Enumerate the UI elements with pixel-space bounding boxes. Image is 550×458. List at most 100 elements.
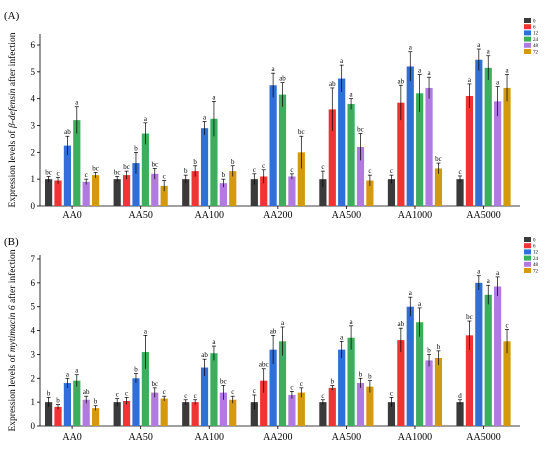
significance-letter: a <box>350 91 354 99</box>
legend-label: 6 <box>533 245 536 250</box>
significance-letter: bc <box>45 168 52 176</box>
significance-letter: c <box>368 167 371 175</box>
significance-letter: a <box>409 44 413 52</box>
legend-label: 0 <box>533 19 536 24</box>
y-tick-label: 7 <box>31 254 36 264</box>
significance-letter: a <box>487 277 491 285</box>
significance-letter: c <box>231 388 234 396</box>
bar <box>366 386 374 426</box>
legend-swatch <box>524 261 531 267</box>
significance-letter: b <box>56 397 60 405</box>
y-tick-label: 4 <box>31 326 36 336</box>
bar <box>406 66 414 206</box>
bar <box>338 349 346 426</box>
significance-letter: a <box>496 79 500 87</box>
significance-letter: c <box>184 392 187 400</box>
significance-letter: a <box>212 93 216 101</box>
legend-swatch <box>524 36 531 42</box>
bar <box>465 95 474 206</box>
bar <box>45 179 53 206</box>
significance-letter: ab <box>279 75 286 83</box>
significance-letter: a <box>281 319 285 327</box>
legend-label: 12 <box>533 32 539 37</box>
y-tick-label: 3 <box>31 121 36 131</box>
bar <box>347 337 355 426</box>
bar <box>406 306 414 426</box>
significance-letter: bc <box>298 128 305 136</box>
bar <box>328 109 336 206</box>
bar <box>141 133 149 206</box>
significance-letter: b <box>231 158 235 166</box>
y-tick-label: 6 <box>31 278 36 288</box>
bar <box>219 183 227 206</box>
bar <box>475 282 483 426</box>
panel-label: (B) <box>4 236 19 248</box>
significance-letter: c <box>458 168 461 176</box>
bar <box>132 163 140 206</box>
bar <box>210 118 218 206</box>
bar <box>122 175 131 206</box>
bar <box>278 341 287 426</box>
bar <box>297 152 305 206</box>
significance-letter: a <box>496 269 500 277</box>
significance-letter: c <box>321 392 324 400</box>
significance-letter: a <box>144 327 148 335</box>
significance-letter: ab <box>398 77 405 85</box>
significance-letter: c <box>56 169 59 177</box>
y-tick-label: 5 <box>31 67 36 77</box>
significance-letter: b <box>359 370 363 378</box>
significance-letter: a <box>477 268 481 276</box>
significance-letter: c <box>194 392 197 400</box>
bar <box>219 392 227 426</box>
y-axis-label-part: after infection <box>7 249 18 305</box>
bar <box>347 104 355 206</box>
significance-letter: a <box>418 67 422 75</box>
significance-letter: bc <box>151 160 158 168</box>
bar <box>260 380 268 426</box>
significance-letter: a <box>477 41 481 49</box>
significance-letter: d <box>458 392 462 400</box>
bar <box>210 353 218 426</box>
significance-letter: abc <box>259 361 269 369</box>
bar <box>113 179 121 206</box>
significance-letter: c <box>390 389 393 397</box>
significance-letter: c <box>390 167 393 175</box>
bar <box>73 380 81 426</box>
y-tick-label: 3 <box>31 349 36 359</box>
y-tick-label: 2 <box>31 147 36 157</box>
category-label: AA200 <box>263 432 292 443</box>
legend-swatch <box>524 24 531 30</box>
bar <box>250 179 258 206</box>
category-label: AA5000 <box>466 210 500 221</box>
y-axis-label-part: Expression levels of <box>7 128 18 207</box>
significance-letter: b <box>184 167 188 175</box>
significance-letter: bc <box>151 380 158 388</box>
bar <box>191 402 199 426</box>
category-label: AA100 <box>195 432 224 443</box>
significance-letter: a <box>340 57 344 65</box>
significance-letter: a <box>75 367 79 375</box>
significance-letter: bc <box>435 155 442 163</box>
significance-letter: a <box>144 115 148 123</box>
significance-letter: a <box>272 65 276 73</box>
y-tick-label: 0 <box>31 421 36 431</box>
significance-letter: ab <box>270 327 277 335</box>
legend-label: 48 <box>533 263 539 268</box>
bar <box>200 367 209 426</box>
significance-letter: a <box>66 370 70 378</box>
legend-swatch <box>524 243 531 249</box>
y-axis-label-part: β-defensin <box>7 88 18 129</box>
panel-label: (A) <box>4 10 20 22</box>
bar <box>465 335 474 426</box>
category-label: AA100 <box>195 210 224 221</box>
legend-label: 6 <box>533 26 536 31</box>
category-label: AA1000 <box>398 210 432 221</box>
significance-letter: a <box>340 333 344 341</box>
bar <box>269 85 277 206</box>
significance-letter: a <box>505 67 509 75</box>
bar <box>160 185 168 206</box>
bar <box>82 399 90 426</box>
bar <box>182 402 190 426</box>
